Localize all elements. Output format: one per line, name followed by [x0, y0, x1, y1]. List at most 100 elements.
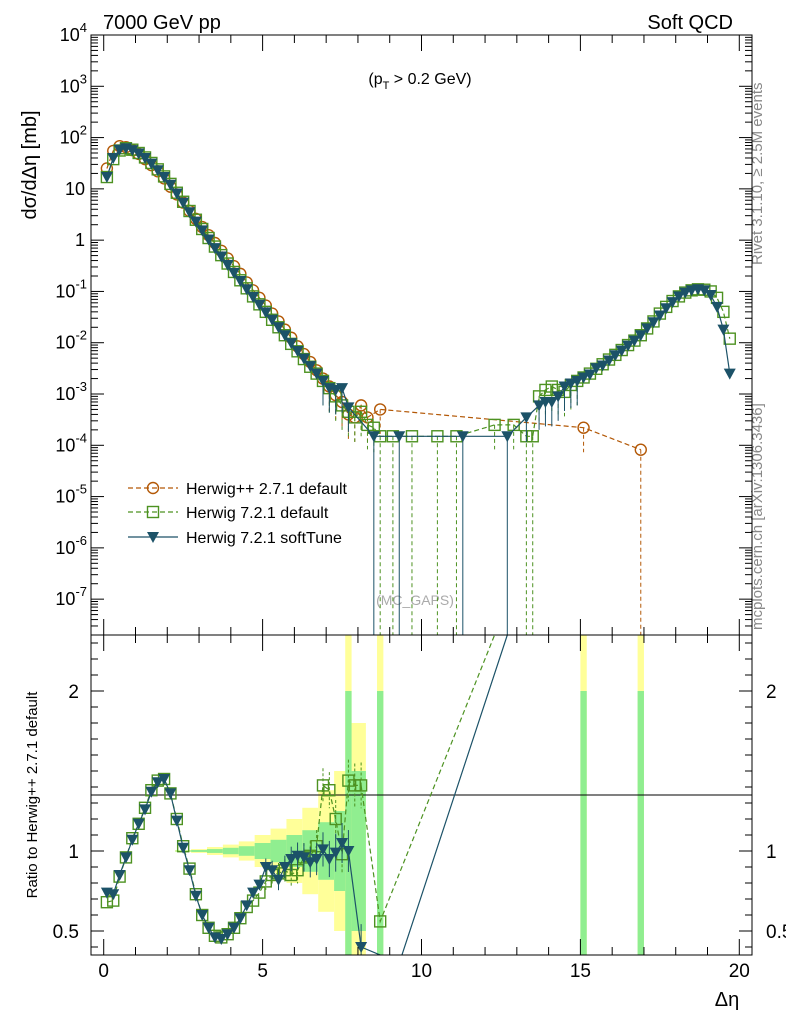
ratio-panel: 0.5 0.5 1 1 2 2 0 5 10 15 20 — [53, 634, 786, 982]
data-point-herwig-721-softtune — [266, 314, 279, 326]
data-point-herwig-721-softtune — [196, 225, 209, 237]
uncertainty-band-inner — [637, 691, 644, 955]
data-point-herwig-721-softtune — [132, 148, 145, 160]
ratio-point-herwig-721-default — [354, 779, 368, 792]
data-point-herwig-721-softtune — [234, 275, 247, 287]
x-axis-title: Δη — [715, 989, 739, 1011]
uncertainty-band-inner — [318, 822, 335, 880]
data-point-herwig-721-softtune — [247, 291, 260, 303]
data-point-herwig-721-softtune — [221, 259, 234, 271]
ratio-point-herwig-721-softtune — [253, 879, 266, 891]
data-point-herwig-721-default — [488, 418, 501, 432]
ratio-point-herwig-721-softtune — [164, 788, 177, 800]
ratio-point-herwig-721-softtune — [202, 922, 215, 934]
ratio-point-herwig-721-softtune — [145, 786, 158, 798]
ratio-point-herwig-721-softtune — [285, 854, 298, 865]
data-point-herwig-721-softtune — [679, 287, 692, 299]
series-line-herwig-721-default — [106, 147, 731, 437]
ratio-point-herwig-721-softtune — [221, 929, 234, 941]
uncertainty-band-inner — [580, 691, 587, 955]
x-tick-label: 5 — [257, 961, 268, 982]
data-point-herwig-721-softtune — [316, 375, 329, 387]
ratio-point-herwig-721-softtune — [228, 922, 241, 934]
y-tick-label: 104 — [60, 20, 87, 45]
data-point-herwig-721-softtune — [367, 431, 380, 443]
y-tick-label: 10-5 — [55, 482, 87, 507]
data-point-herwig-721-default — [526, 430, 539, 443]
data-point-herwig-721-softtune — [291, 345, 304, 357]
uncertainty-band-inner — [377, 691, 384, 955]
legend-entry-herwig-721-softtune: Herwig 7.2.1 softTune — [128, 530, 342, 547]
data-point-herwigpp-271 — [373, 403, 387, 416]
data-point-herwig-721-default — [545, 380, 558, 393]
ratio-point-herwig-721-softtune — [342, 846, 355, 857]
legend-entry-herwigpp-271: Herwig++ 2.7.1 default — [128, 481, 348, 498]
ratio-point-herwig-721-softtune — [107, 889, 120, 901]
uncertainty-band-inner — [270, 839, 287, 863]
data-point-herwig-721-softtune — [456, 431, 469, 443]
data-point-herwig-721-softtune — [577, 372, 590, 384]
data-point-herwig-721-softtune — [259, 307, 272, 319]
data-point-herwig-721-softtune — [183, 207, 196, 219]
ratio-point-herwig-721-softtune — [158, 774, 171, 785]
y-tick-label: 10-2 — [55, 328, 87, 353]
data-point-herwig-721-softtune — [660, 303, 673, 315]
ratio-point-herwig-721-softtune — [189, 890, 202, 902]
rivet-version-label: Rivet 3.1.10, ≥ 2.5M events — [749, 83, 766, 266]
data-point-herwig-721-softtune — [126, 145, 139, 157]
data-point-herwig-721-softtune — [215, 251, 228, 263]
y-tick-label: 10-7 — [55, 584, 87, 609]
data-point-herwig-721-softtune — [297, 353, 310, 365]
y-tick-label: 10-4 — [55, 430, 87, 455]
data-point-herwig-721-softtune — [520, 412, 533, 424]
data-point-herwig-721-softtune — [164, 179, 177, 191]
y-tick-label: 102 — [60, 123, 87, 148]
data-point-herwig-721-softtune — [653, 310, 666, 322]
data-point-herwig-721-softtune — [189, 216, 202, 228]
y-tick-label: 1 — [75, 230, 85, 250]
mcplots-reference-label: mcplots.cern.ch [arXiv:1306.3436] — [749, 403, 766, 630]
ratio-point-herwig-721-softtune — [139, 804, 152, 816]
ratio-point-herwig-721-softtune — [259, 862, 272, 873]
data-point-herwig-721-softtune — [590, 363, 603, 375]
data-point-herwig-721-softtune — [583, 369, 596, 381]
data-point-herwig-721-softtune — [571, 375, 584, 387]
y-tick-label: 10-6 — [55, 533, 87, 558]
kinematic-cut-label: (pT > 0.2 GeV) — [368, 71, 471, 92]
data-point-herwig-721-softtune — [615, 345, 628, 357]
ratio-point-herwig-721-softtune — [278, 862, 291, 873]
legend-label-herwigpp-271: Herwig++ 2.7.1 default — [186, 481, 348, 498]
data-point-herwig-721-softtune — [228, 267, 241, 279]
ratio-y-axis-title: Ratio to Herwig++ 2.7.1 default — [24, 691, 41, 899]
data-point-herwig-721-softtune — [278, 330, 291, 342]
data-point-herwig-721-softtune — [304, 361, 317, 373]
x-tick-label: 20 — [729, 961, 750, 982]
data-point-herwig-721-softtune — [564, 378, 577, 390]
data-point-herwig-721-softtune — [177, 197, 190, 209]
data-point-herwig-721-softtune — [158, 172, 171, 184]
ratio-point-herwig-721-softtune — [240, 900, 253, 912]
series-line-herwig-721-softtune — [106, 147, 731, 437]
data-point-herwig-721-softtune — [336, 383, 349, 395]
main-panel: 10-7 10-6 10-5 10-4 10-3 10-2 10-1 1 10 102 103 104 — [55, 20, 753, 636]
data-point-herwig-721-softtune — [272, 322, 285, 334]
data-point-herwig-721-softtune — [545, 396, 558, 408]
data-point-herwig-721-softtune — [533, 400, 546, 412]
series-line-herwigpp-271 — [106, 145, 642, 451]
data-point-herwig-721-softtune — [253, 299, 266, 311]
data-point-herwig-721-softtune — [622, 340, 635, 352]
data-point-herwig-721-softtune — [170, 188, 183, 200]
data-point-herwig-721-softtune — [393, 431, 406, 443]
data-point-herwig-721-softtune — [107, 152, 120, 164]
ratio-y-tick-label: 2 — [68, 682, 79, 703]
data-point-herwigpp-271 — [354, 399, 368, 412]
ratio-y-tick-label: 1 — [68, 842, 79, 863]
data-point-herwig-721-softtune — [285, 338, 298, 350]
uncertainty-band-inner — [254, 843, 271, 859]
data-point-herwig-721-softtune — [100, 172, 113, 184]
ratio-point-herwig-721-softtune — [113, 870, 126, 881]
data-point-herwig-721-softtune — [672, 291, 685, 303]
ratio-point-herwig-721-softtune — [336, 838, 349, 849]
data-point-herwig-721-softtune — [501, 431, 514, 443]
ratio-y-tick-label-right: 2 — [766, 682, 777, 703]
